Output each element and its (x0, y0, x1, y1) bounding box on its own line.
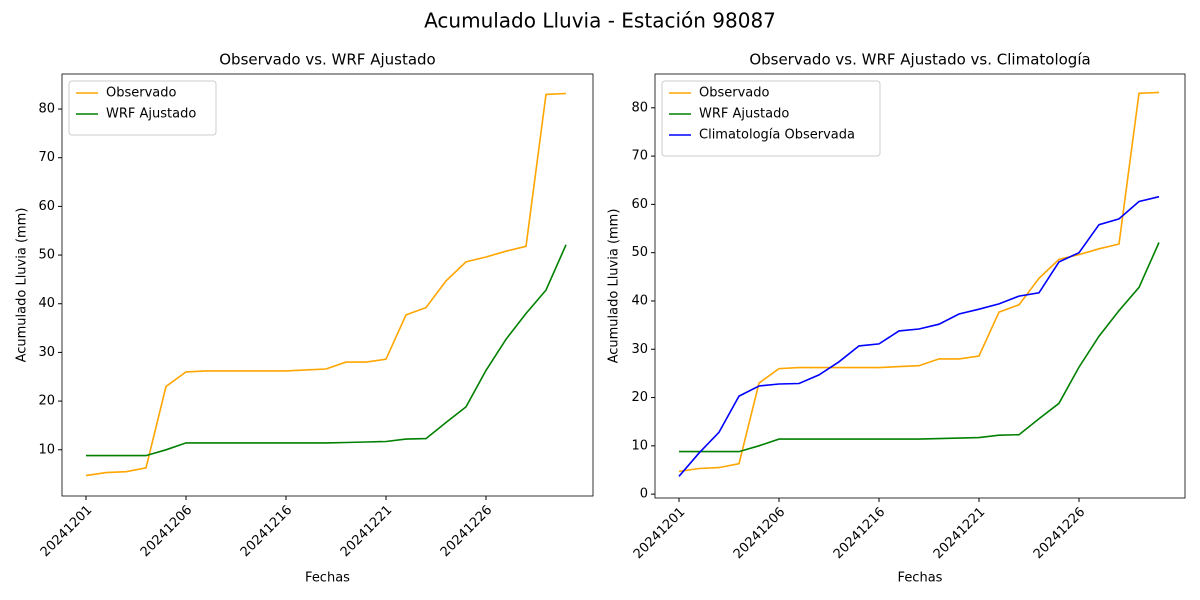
y-tick-label: 10 (631, 438, 648, 453)
series-line (86, 244, 567, 457)
axes-frame (654, 73, 1186, 499)
y-tick-label: 80 (631, 100, 648, 115)
y-tick-label: 40 (631, 293, 648, 308)
x-axis-label: Fechas (898, 571, 943, 586)
y-tick-label: 60 (38, 199, 55, 214)
subplot-title: Observado vs. WRF Ajustado (219, 51, 435, 69)
x-axis-label: Fechas (305, 571, 350, 586)
y-tick-label: 80 (38, 102, 55, 117)
y-tick-label: 50 (38, 248, 55, 263)
subplot-title: Observado vs. WRF Ajustado vs. Climatolo… (749, 51, 1090, 69)
y-tick-label: 50 (631, 245, 648, 260)
y-tick-label: 10 (38, 442, 55, 457)
y-tick-label: 70 (631, 149, 648, 164)
legend-label: Observado (699, 86, 770, 101)
legend-box (68, 80, 217, 136)
y-tick-label: 20 (631, 390, 648, 405)
legend-label: WRF Ajustado (106, 107, 196, 122)
y-tick-label: 60 (631, 197, 648, 212)
figure-title: Acumulado Lluvia - Estación 98087 (424, 9, 776, 33)
y-tick-label: 30 (631, 342, 648, 357)
legend-label: Observado (106, 86, 177, 101)
axes-frame (61, 73, 594, 497)
legend-label: Climatología Observada (699, 128, 855, 143)
y-axis-label: Acumulado Lluvia (mm) (15, 208, 30, 363)
series-line (678, 91, 1160, 473)
y-tick-label: 40 (38, 296, 55, 311)
y-tick-label: 70 (38, 150, 55, 165)
y-tick-label: 20 (38, 394, 55, 409)
y-axis-label: Acumulado Lluvia (mm) (607, 209, 622, 364)
y-tick-label: 0 (640, 487, 648, 502)
y-tick-label: 30 (38, 345, 55, 360)
series-line (679, 242, 1160, 453)
series-line (85, 92, 567, 477)
legend-box (661, 80, 881, 157)
legend-label: WRF Ajustado (699, 107, 789, 122)
series-line (678, 195, 1160, 477)
